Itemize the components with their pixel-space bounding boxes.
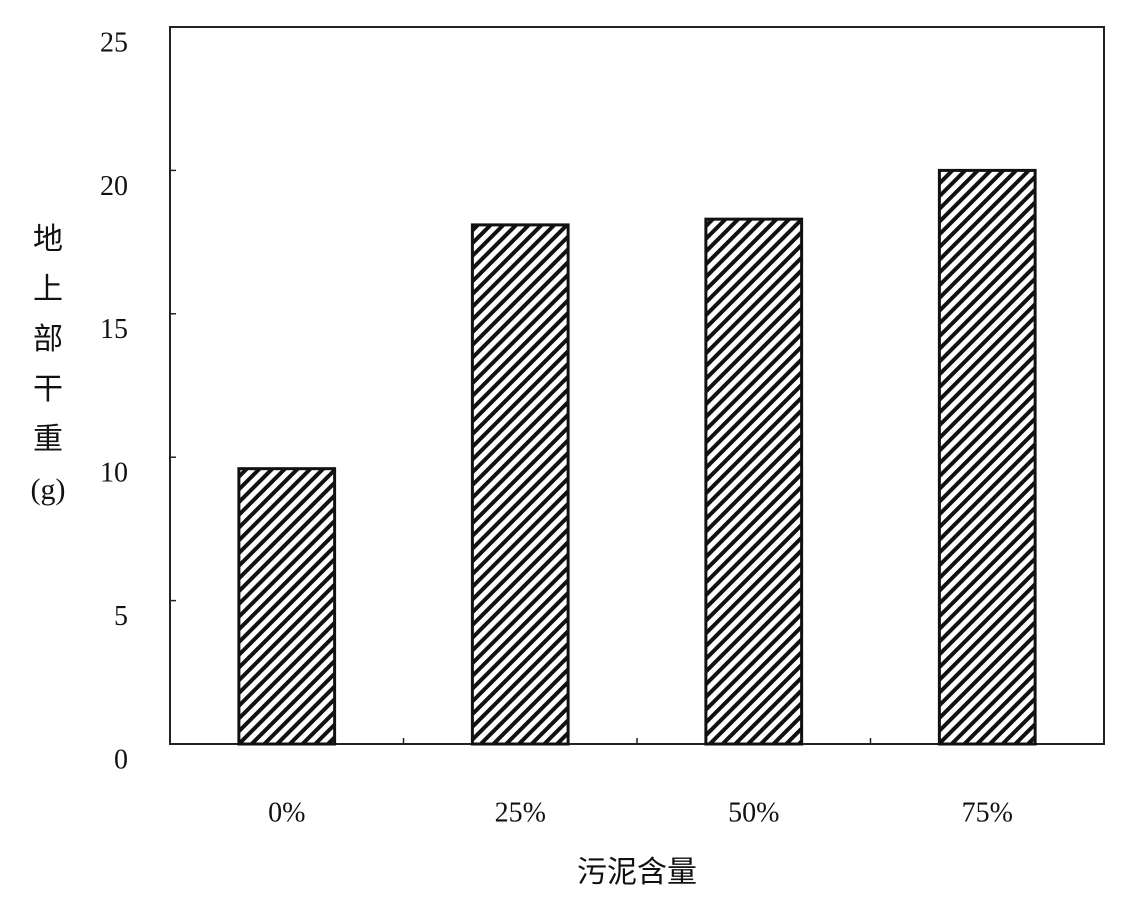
y-tick-label: 5 — [114, 601, 128, 632]
bar — [704, 217, 804, 746]
bar — [237, 467, 337, 746]
x-tick-label: 25% — [495, 797, 546, 828]
bar — [470, 223, 570, 746]
y-tick-label: 0 — [114, 744, 128, 775]
y-tick-label: 10 — [100, 458, 128, 489]
x-axis-label: 污泥含量 — [577, 856, 697, 889]
y-tick-label: 15 — [100, 314, 128, 345]
x-tick-label: 50% — [728, 797, 779, 828]
x-tick-label: 75% — [962, 797, 1013, 828]
y-tick-label: 25 — [100, 27, 128, 58]
bar — [937, 168, 1037, 746]
y-tick-label: 20 — [100, 171, 128, 202]
y-axis-label: 地上部干重(g) — [30, 223, 66, 506]
x-tick-label: 0% — [268, 797, 305, 828]
